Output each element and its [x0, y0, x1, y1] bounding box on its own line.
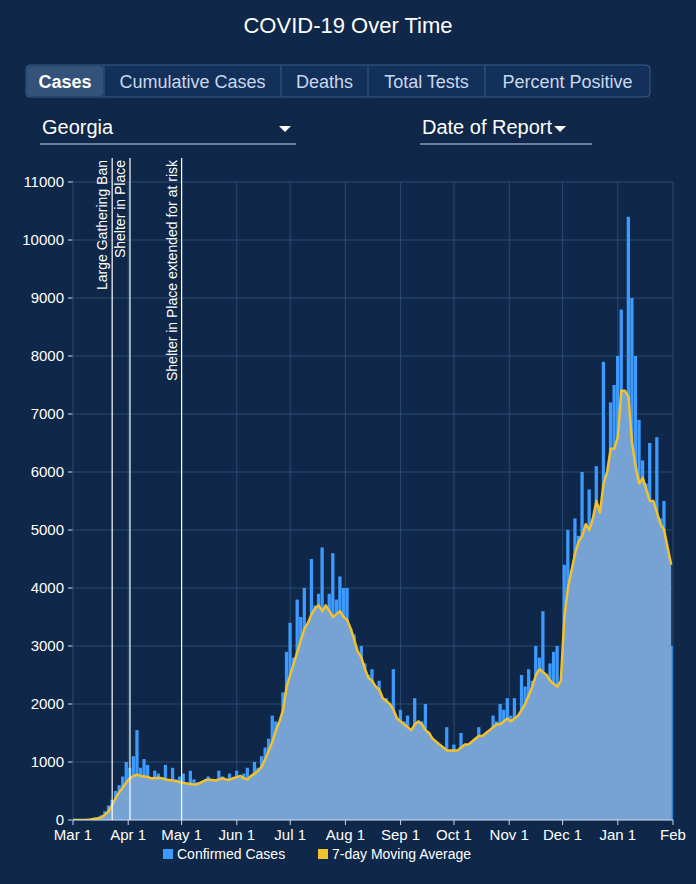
chart-root: COVID-19 Over Time Cases Cumulative Cases D…: [0, 0, 696, 884]
grid-line-x: [73, 182, 74, 820]
tab-divider: [281, 65, 282, 97]
dropdown[interactable]: Georgia: [42, 116, 114, 138]
average-line: [73, 391, 671, 820]
grid-line-x: [128, 182, 129, 820]
tick-y: [68, 646, 73, 647]
tick-y: [68, 240, 73, 241]
tab-active-bg: [27, 66, 103, 96]
tick-x: [673, 820, 674, 825]
dropdown-underline: [420, 144, 592, 145]
tick-x: [617, 820, 618, 825]
tick-x: [236, 820, 237, 825]
annotation-label: Large Gathering Ban: [94, 160, 110, 290]
tick-x: [181, 820, 182, 825]
dropdown-underline: [40, 144, 296, 145]
grid-line-x: [236, 182, 237, 820]
tick-y: [68, 588, 73, 589]
tick-label-y: 9000: [31, 289, 64, 306]
tick-label-y: 3000: [31, 637, 64, 654]
tick-x: [509, 820, 510, 825]
tab[interactable]: Deaths: [296, 72, 353, 92]
annotation-label: Shelter in Place extended for at risk: [164, 159, 180, 381]
tick-x: [128, 820, 129, 825]
dropdown-arrow[interactable]: [554, 126, 566, 132]
tick-x: [345, 820, 346, 825]
average-area: [73, 391, 671, 820]
tick-y: [68, 182, 73, 183]
annotation-line: [181, 158, 182, 820]
tick-x: [454, 820, 455, 825]
background: [0, 0, 696, 884]
tick-label-y: 10000: [22, 231, 64, 248]
tick-label-x: Jul 1: [274, 826, 306, 843]
tick-label-x: Oct 1: [436, 826, 472, 843]
tab-divider: [104, 65, 105, 97]
dropdown-arrow[interactable]: [279, 126, 291, 132]
tick-label-y: 7000: [31, 405, 64, 422]
tick-label-x: Jan 1: [599, 826, 636, 843]
tick-y: [68, 820, 73, 821]
legend-swatch: [163, 849, 173, 859]
tick-label-y: 2000: [31, 695, 64, 712]
tick-label-x: Dec 1: [543, 826, 582, 843]
tab[interactable]: Cumulative Cases: [119, 72, 265, 92]
tick-label-x: Nov 1: [490, 826, 529, 843]
tick-y: [68, 356, 73, 357]
tick-label-y: 6000: [31, 463, 64, 480]
tick-label-x: May 1: [161, 826, 202, 843]
tick-y: [68, 530, 73, 531]
tick-y: [68, 704, 73, 705]
tick-label-x: Sep 1: [381, 826, 420, 843]
tab[interactable]: Percent Positive: [502, 72, 632, 92]
legend-label: 7-day Moving Average: [332, 846, 471, 862]
tick-label-y: 8000: [31, 347, 64, 364]
tick-label-x: Apr 1: [110, 826, 146, 843]
tab[interactable]: Cases: [38, 72, 91, 92]
tab-divider: [368, 65, 369, 97]
tick-label-y: 5000: [31, 521, 64, 538]
tick-label-x: Jun 1: [218, 826, 255, 843]
tick-label-x: Mar 1: [54, 826, 92, 843]
tab[interactable]: Total Tests: [384, 72, 469, 92]
legend-swatch: [318, 849, 328, 859]
title: COVID-19 Over Time: [243, 13, 452, 38]
grid-line-y: [73, 414, 673, 415]
legend-label: Confirmed Cases: [177, 846, 285, 862]
tick-x: [562, 820, 563, 825]
tick-y: [68, 472, 73, 473]
tick-y: [68, 414, 73, 415]
tick-y: [68, 762, 73, 763]
tick-x: [73, 820, 74, 825]
tick-y: [68, 298, 73, 299]
tick-label-x: Aug 1: [326, 826, 365, 843]
tab-bar: [26, 65, 650, 97]
dropdown[interactable]: Date of Report: [422, 116, 553, 138]
annotation-label: Shelter in Place: [112, 160, 128, 258]
tick-label-y: 1000: [31, 753, 64, 770]
tick-label-y: 11000: [23, 173, 64, 190]
grid-line-y: [73, 820, 673, 821]
tick-label-x: Feb: [660, 826, 686, 843]
x-axis-line: [73, 820, 673, 821]
annotation-line: [129, 158, 130, 820]
tab-divider: [485, 65, 486, 97]
grid-line-x: [454, 182, 455, 820]
tick-x: [400, 820, 401, 825]
tick-x: [290, 820, 291, 825]
tick-label-y: 4000: [31, 579, 64, 596]
